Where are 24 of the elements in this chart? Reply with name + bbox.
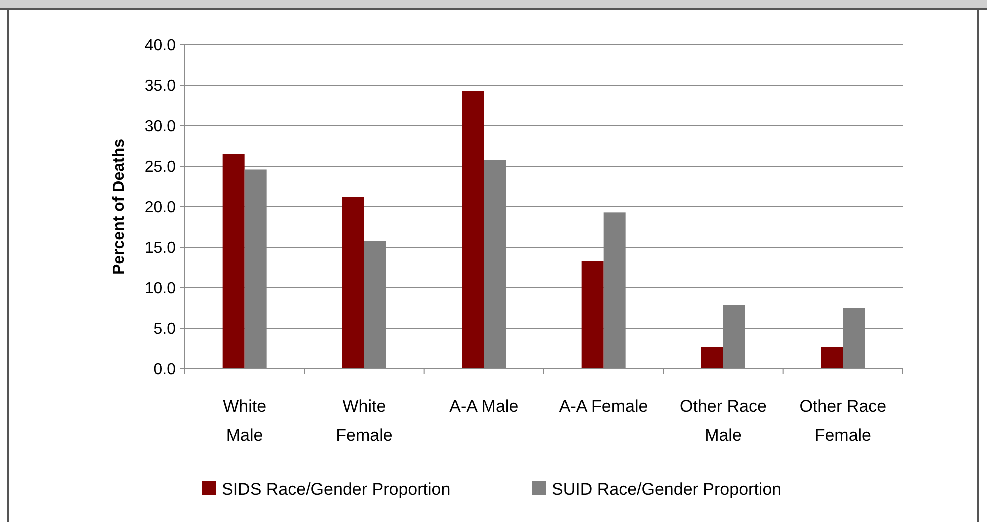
x-tick-label: Other Race Female [800, 397, 887, 445]
y-tick-label: 25.0 [144, 159, 176, 176]
bar [222, 154, 245, 369]
bar [821, 347, 844, 369]
x-tick-label: Other Race Male [680, 397, 767, 445]
x-tick-label: White Female [336, 397, 393, 445]
x-tick-label: A-A Male [450, 397, 519, 416]
y-tick-label: 40.0 [144, 38, 176, 55]
y-tick-label: 30.0 [144, 118, 176, 136]
y-tick-label: 0.0 [154, 362, 176, 379]
x-tick-label: White Male [223, 397, 267, 445]
y-axis-title: Percent of Deaths [111, 138, 128, 276]
y-tick-label: 20.0 [144, 200, 176, 217]
legend-label: SIDS Race/Gender Proportion [222, 480, 451, 499]
x-tick-label: A-A Female [559, 397, 648, 416]
bar [582, 261, 604, 369]
y-tick-label: 15.0 [144, 240, 176, 258]
legend-label: SUID Race/Gender Proportion [552, 480, 782, 499]
bar [342, 197, 364, 369]
bar [462, 91, 484, 369]
y-tick-label: 35.0 [144, 78, 176, 96]
y-tick-label: 5.0 [154, 321, 176, 338]
y-tick-label: 10.0 [144, 280, 176, 298]
bar [702, 347, 724, 369]
